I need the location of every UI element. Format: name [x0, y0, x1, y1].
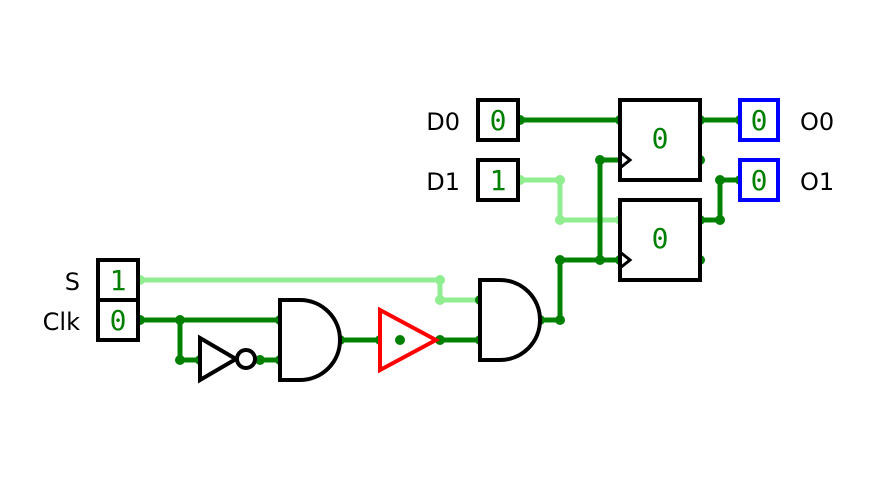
wire-clk-to-not — [177, 317, 203, 363]
wire-junctions-high — [135, 175, 625, 305]
input-d1[interactable]: 1 — [476, 158, 520, 202]
input-clk[interactable]: 0 — [96, 298, 140, 342]
wire-clock-ff0 — [597, 157, 623, 263]
input-s-label: S — [65, 268, 80, 296]
input-d0-label: D0 — [426, 108, 460, 136]
wire-s — [137, 277, 483, 303]
flipflop-0[interactable]: 0 — [618, 98, 702, 182]
input-s-value: 1 — [110, 264, 127, 297]
flipflop-0-value: 0 — [652, 122, 669, 155]
wire-clock-bus — [537, 257, 623, 323]
input-d1-value: 1 — [490, 164, 507, 197]
input-d0-value: 0 — [490, 104, 507, 137]
input-d0[interactable]: 0 — [476, 98, 520, 142]
output-o0-value: 0 — [751, 104, 768, 137]
flipflop-1-value: 0 — [652, 222, 669, 255]
and-gate-2[interactable] — [478, 278, 542, 362]
output-o1-value: 0 — [751, 164, 768, 197]
and-gate-1[interactable] — [278, 298, 342, 382]
input-clk-label: Clk — [43, 308, 80, 336]
output-o0: 0 — [738, 98, 780, 142]
wire-o1 — [697, 177, 743, 223]
output-o1: 0 — [738, 158, 780, 202]
output-o0-label: O0 — [800, 108, 834, 136]
input-s[interactable]: 1 — [96, 258, 140, 302]
input-d1-label: D1 — [426, 168, 460, 196]
buffer-gate[interactable] — [378, 306, 441, 374]
not-gate[interactable] — [198, 334, 257, 384]
wire-d1 — [517, 177, 623, 223]
output-o1-label: O1 — [800, 168, 834, 196]
input-clk-value: 0 — [110, 304, 127, 337]
flipflop-1[interactable]: 0 — [618, 198, 702, 282]
